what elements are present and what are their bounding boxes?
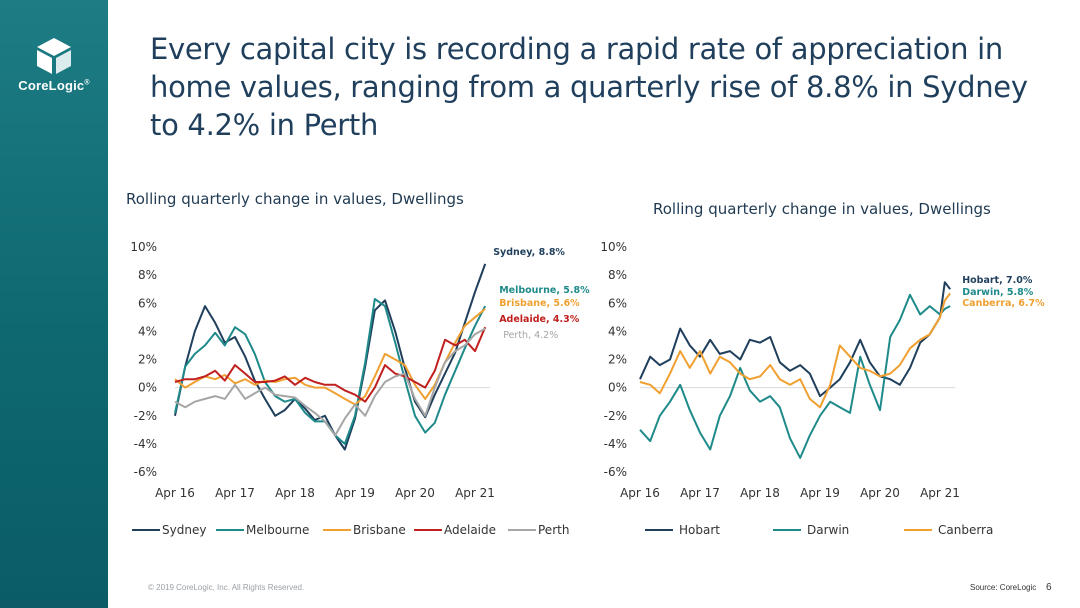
legend-label: Perth bbox=[538, 523, 569, 537]
y-tick-label: 0% bbox=[608, 381, 627, 395]
y-tick-label: 10% bbox=[600, 240, 627, 254]
page-number: 6 bbox=[1046, 582, 1052, 593]
series-end-label: Darwin, 5.8% bbox=[962, 287, 1034, 298]
legend-label: Adelaide bbox=[444, 523, 496, 537]
legend-label: Hobart bbox=[679, 523, 720, 537]
legend-label: Darwin bbox=[807, 523, 849, 537]
series-end-label: Canberra, 6.7% bbox=[962, 298, 1045, 309]
series-line-perth bbox=[174, 327, 486, 437]
y-tick-label: -6% bbox=[134, 465, 157, 479]
series-line-adelaide bbox=[174, 326, 487, 403]
series-line-hobart bbox=[639, 281, 951, 398]
x-tick-label: Apr 19 bbox=[800, 486, 840, 500]
x-tick-label: Apr 16 bbox=[620, 486, 660, 500]
y-tick-label: 6% bbox=[138, 296, 157, 310]
x-tick-label: Apr 17 bbox=[680, 486, 720, 500]
y-tick-label: 8% bbox=[138, 268, 157, 282]
series-end-label: Perth, 4.2% bbox=[503, 330, 558, 341]
legend-label: Melbourne bbox=[246, 523, 309, 537]
x-tick-label: Apr 20 bbox=[395, 486, 435, 500]
y-tick-label: -4% bbox=[604, 437, 627, 451]
series-end-label: Hobart, 7.0% bbox=[962, 275, 1033, 286]
series-line-darwin bbox=[639, 293, 951, 459]
x-tick-label: Apr 20 bbox=[860, 486, 900, 500]
y-tick-label: 2% bbox=[608, 353, 627, 367]
y-tick-label: 2% bbox=[138, 353, 157, 367]
chart-title-right: Rolling quarterly change in values, Dwel… bbox=[653, 200, 991, 218]
legend-label: Sydney bbox=[162, 523, 206, 537]
brand-sidebar: CoreLogic® bbox=[0, 0, 108, 608]
x-tick-label: Apr 17 bbox=[215, 486, 255, 500]
x-tick-label: Apr 18 bbox=[275, 486, 315, 500]
y-tick-label: -4% bbox=[134, 437, 157, 451]
x-tick-label: Apr 21 bbox=[920, 486, 960, 500]
y-tick-label: 4% bbox=[608, 324, 627, 338]
legend-label: Brisbane bbox=[353, 523, 406, 537]
y-tick-label: -2% bbox=[134, 409, 157, 423]
page-headline: Every capital city is recording a rapid … bbox=[150, 32, 1028, 142]
y-tick-label: -2% bbox=[604, 409, 627, 423]
y-tick-label: 0% bbox=[138, 381, 157, 395]
y-tick-label: 10% bbox=[130, 240, 157, 254]
series-end-label: Adelaide, 4.3% bbox=[499, 314, 580, 325]
brand-name: CoreLogic® bbox=[18, 78, 90, 93]
series-end-label: Brisbane, 5.6% bbox=[499, 298, 580, 309]
corelogic-logo: CoreLogic® bbox=[18, 38, 90, 98]
legend-label: Canberra bbox=[938, 523, 993, 537]
corelogic-cube-icon bbox=[37, 38, 71, 74]
x-tick-label: Apr 21 bbox=[455, 486, 495, 500]
chart-title-left: Rolling quarterly change in values, Dwel… bbox=[126, 190, 464, 208]
y-tick-label: -6% bbox=[604, 465, 627, 479]
series-end-label: Sydney, 8.8% bbox=[493, 247, 565, 258]
y-tick-label: 8% bbox=[608, 268, 627, 282]
series-end-label: Melbourne, 5.8% bbox=[499, 285, 590, 296]
source-text: Source: CoreLogic bbox=[970, 583, 1037, 592]
y-tick-label: 4% bbox=[138, 324, 157, 338]
x-tick-label: Apr 19 bbox=[335, 486, 375, 500]
x-tick-label: Apr 18 bbox=[740, 486, 780, 500]
y-tick-label: 6% bbox=[608, 296, 627, 310]
copyright-text: © 2019 CoreLogic, Inc. All Rights Reserv… bbox=[148, 583, 305, 592]
series-line-canberra bbox=[639, 292, 951, 409]
x-tick-label: Apr 16 bbox=[155, 486, 195, 500]
